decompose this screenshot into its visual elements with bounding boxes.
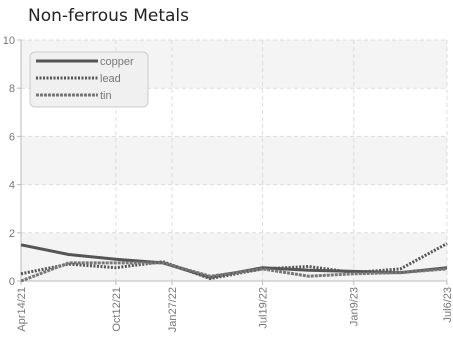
series-line-lead bbox=[20, 242, 448, 281]
legend[interactable]: copper lead tin bbox=[29, 51, 149, 108]
x-tick-label: Jan9/23 bbox=[349, 287, 361, 326]
legend-label-copper[interactable]: copper bbox=[100, 56, 134, 68]
y-tick-label: 8 bbox=[9, 83, 15, 95]
legend-label-lead[interactable]: lead bbox=[100, 73, 121, 85]
y-tick-label: 4 bbox=[9, 180, 15, 192]
y-tick-label: 10 bbox=[3, 35, 15, 47]
x-tick-label: Oct12/21 bbox=[111, 287, 123, 332]
x-tick-label: Jul6/23 bbox=[442, 287, 453, 322]
legend-label-tin[interactable]: tin bbox=[100, 90, 112, 102]
series-lines bbox=[20, 242, 448, 283]
axes bbox=[20, 40, 447, 282]
y-tick-label: 2 bbox=[9, 228, 15, 240]
x-tick-label: Apr14/21 bbox=[16, 287, 28, 332]
x-tick-label: Jan27/22 bbox=[167, 287, 179, 332]
y-axis-ticks: 0 2 4 6 8 10 bbox=[3, 35, 21, 288]
chart-title: Non-ferrous Metals bbox=[28, 6, 190, 26]
series-line-tin bbox=[20, 261, 448, 283]
band-4-6 bbox=[21, 136, 447, 185]
y-tick-label: 6 bbox=[9, 131, 15, 143]
y-tick-label: 0 bbox=[9, 276, 15, 288]
x-axis-ticks: Apr14/21 Oct12/21 Jan27/22 Jul19/22 Jan9/23 J… bbox=[16, 281, 453, 332]
x-tick-label: Jul19/22 bbox=[258, 287, 270, 329]
